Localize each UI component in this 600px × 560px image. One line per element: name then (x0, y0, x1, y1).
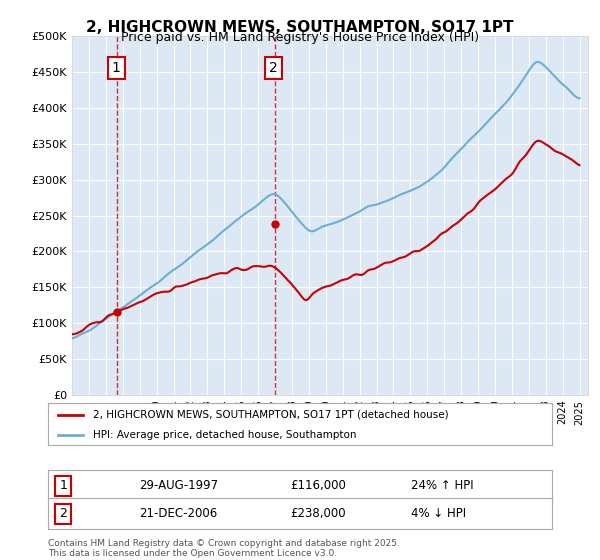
Text: 29-AUG-1997: 29-AUG-1997 (139, 479, 218, 492)
Text: £116,000: £116,000 (290, 479, 346, 492)
Text: £238,000: £238,000 (290, 507, 346, 520)
Text: 2: 2 (269, 61, 278, 75)
Text: 2, HIGHCROWN MEWS, SOUTHAMPTON, SO17 1PT (detached house): 2, HIGHCROWN MEWS, SOUTHAMPTON, SO17 1PT… (94, 410, 449, 420)
Text: 4% ↓ HPI: 4% ↓ HPI (411, 507, 466, 520)
Text: 1: 1 (112, 61, 121, 75)
Text: 24% ↑ HPI: 24% ↑ HPI (411, 479, 473, 492)
Text: 2, HIGHCROWN MEWS, SOUTHAMPTON, SO17 1PT: 2, HIGHCROWN MEWS, SOUTHAMPTON, SO17 1PT (86, 20, 514, 35)
Text: Price paid vs. HM Land Registry's House Price Index (HPI): Price paid vs. HM Land Registry's House … (121, 31, 479, 44)
Text: HPI: Average price, detached house, Southampton: HPI: Average price, detached house, Sout… (94, 430, 357, 440)
Text: 1: 1 (59, 479, 67, 492)
Text: 2: 2 (59, 507, 67, 520)
Text: 21-DEC-2006: 21-DEC-2006 (139, 507, 217, 520)
Text: Contains HM Land Registry data © Crown copyright and database right 2025.
This d: Contains HM Land Registry data © Crown c… (48, 539, 400, 558)
